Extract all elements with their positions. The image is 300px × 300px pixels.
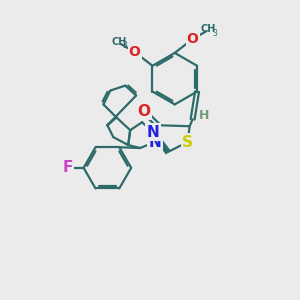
Text: CH: CH [111,37,127,47]
Text: F: F [63,160,73,175]
Text: N: N [148,135,161,150]
Text: O: O [129,45,141,59]
Text: 3: 3 [122,41,127,50]
Text: H: H [199,109,210,122]
Text: O: O [187,32,199,46]
Text: S: S [182,135,193,150]
Text: 3: 3 [212,28,217,38]
Text: O: O [138,104,151,119]
Text: N: N [147,125,159,140]
Text: CH: CH [201,24,216,34]
